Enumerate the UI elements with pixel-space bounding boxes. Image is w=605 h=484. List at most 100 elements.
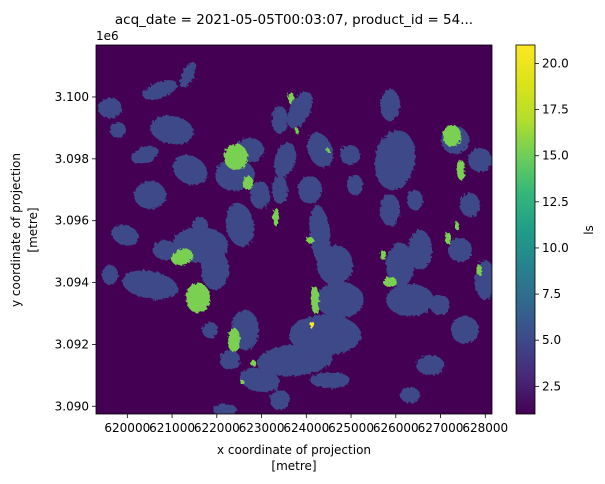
- raster-patch: [172, 154, 208, 186]
- raster-patch: [310, 321, 314, 329]
- x-axis-label-line1: x coordinate of projection: [217, 443, 371, 457]
- colorbar-tick-label: 12.5: [542, 195, 569, 209]
- x-tick-label: 621000: [149, 421, 195, 435]
- raster-patch: [400, 387, 420, 403]
- raster-patch: [98, 98, 122, 118]
- raster-patch: [443, 125, 461, 147]
- raster-patch: [460, 193, 480, 217]
- raster-patch: [257, 343, 333, 377]
- raster-patch: [243, 176, 253, 190]
- x-tick-label: 627000: [418, 421, 464, 435]
- raster-patch: [340, 145, 360, 165]
- raster-patch: [287, 91, 313, 129]
- raster-patch: [288, 92, 294, 104]
- raster-patch: [225, 203, 255, 247]
- raster-patch: [307, 132, 333, 168]
- raster-patch: [455, 222, 459, 230]
- y-tick-label: 3.092: [55, 337, 89, 351]
- raster-patch: [383, 277, 397, 287]
- x-tick-label: 625000: [328, 421, 374, 435]
- raster-patch: [122, 270, 178, 300]
- raster-patch: [179, 62, 197, 88]
- colorbar-tick-label: 17.5: [542, 103, 569, 117]
- raster-patch: [374, 130, 416, 190]
- raster-patch: [468, 148, 492, 172]
- x-axis-label-line2: [metre]: [271, 459, 316, 473]
- raster-patch: [102, 265, 118, 285]
- y-tick-label: 3.098: [55, 152, 89, 166]
- raster-patch: [310, 372, 350, 388]
- raster-patch: [316, 282, 364, 318]
- y-tick-label: 3.096: [55, 214, 89, 228]
- raster-patch: [306, 237, 314, 243]
- colorbar-tick-label: 5.0: [542, 333, 561, 347]
- raster-patch: [451, 316, 479, 344]
- x-tick-label: 626000: [373, 421, 419, 435]
- raster-patch: [298, 176, 322, 204]
- raster-patch: [317, 245, 353, 285]
- raster-patch: [220, 350, 240, 370]
- raster-patch: [111, 224, 139, 246]
- raster-patch: [224, 144, 248, 170]
- raster-patch: [150, 115, 194, 145]
- raster-patch: [386, 284, 434, 316]
- raster-patch: [386, 243, 414, 287]
- colorbar-gradient: [515, 44, 536, 415]
- raster-patch: [408, 230, 432, 270]
- raster-patch: [272, 106, 288, 134]
- raster-patch: [201, 250, 229, 290]
- raster-patch: [272, 176, 288, 204]
- x-tick-label: 622000: [194, 421, 240, 435]
- x-tick-label: 623000: [239, 421, 285, 435]
- colorbar: 2.5 5.0 7.5 10.0 12.5 15.0 17.5 20.0 ls: [515, 44, 596, 415]
- colorbar-tick-label: 20.0: [542, 56, 569, 70]
- y-axis: 3.090 3.092 3.094 3.096 3.098 3.100: [55, 90, 96, 413]
- raster-patch: [274, 142, 296, 178]
- x-tick-label: 620000: [104, 421, 150, 435]
- y-tick-label: 3.094: [55, 276, 89, 290]
- raster-patch: [380, 89, 400, 121]
- raster-patch: [457, 160, 465, 180]
- colorbar-tick-label: 7.5: [542, 287, 561, 301]
- raster-patch: [240, 367, 280, 393]
- x-tick-label: 628000: [462, 421, 508, 435]
- raster-patch: [295, 128, 299, 134]
- x-tick-label: 624000: [283, 421, 329, 435]
- raster-patch: [445, 232, 451, 244]
- y-axis-label-line1: y coordinate of projection: [9, 153, 23, 307]
- raster-patch: [250, 181, 270, 209]
- x-axis: 6200006210006220006230006240006250006260…: [104, 414, 508, 435]
- raster-patch: [192, 217, 208, 233]
- raster-patch: [273, 208, 279, 226]
- plot-area: [95, 44, 493, 415]
- plot-frame: [95, 44, 493, 415]
- colorbar-tick-label: 15.0: [542, 149, 569, 163]
- y-offset-label: 1e6: [96, 29, 119, 43]
- raster-patch: [202, 322, 218, 338]
- y-axis-label-line2: [metre]: [26, 207, 40, 252]
- y-tick-label: 3.090: [55, 399, 89, 413]
- raster-patch: [228, 328, 240, 352]
- chart-title: acq_date = 2021-05-05T00:03:07, product_…: [115, 12, 473, 28]
- raster-patch: [430, 295, 450, 315]
- raster-patch: [240, 380, 244, 384]
- raster-patch: [448, 238, 472, 262]
- raster-patch: [134, 181, 166, 209]
- raster-patch: [131, 146, 159, 164]
- raster-patch: [380, 250, 386, 260]
- raster-patch: [347, 175, 363, 195]
- raster-patch: [171, 248, 193, 266]
- raster-patch: [213, 404, 237, 414]
- raster-patch: [110, 122, 126, 138]
- colorbar-label: ls: [582, 225, 596, 235]
- raster-patch: [407, 190, 423, 210]
- raster-patch: [250, 360, 256, 366]
- colorbar-tick-label: 2.5: [542, 379, 561, 393]
- colorbar-tick-label: 10.0: [542, 241, 569, 255]
- y-tick-label: 3.100: [55, 90, 89, 104]
- raster-patch: [380, 194, 400, 226]
- raster-patch: [476, 265, 482, 275]
- raster-patch: [311, 286, 319, 314]
- raster-patch: [142, 80, 178, 100]
